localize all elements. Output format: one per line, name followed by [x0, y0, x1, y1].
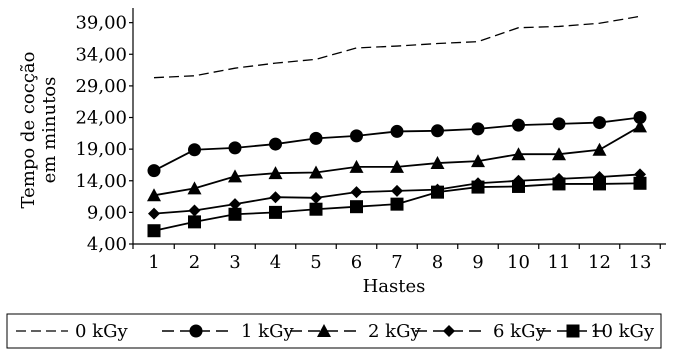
data-point [310, 191, 322, 204]
data-point [633, 176, 647, 190]
y-tick-label: 19,00 [75, 139, 127, 160]
data-point [228, 207, 242, 221]
legend-marker [189, 324, 203, 338]
series-0-kgy [153, 15, 641, 79]
data-point [593, 177, 606, 191]
data-point [349, 159, 364, 173]
y-tick-label: 14,00 [75, 171, 127, 192]
data-point [188, 204, 201, 217]
data-point [390, 124, 404, 138]
data-point [390, 197, 404, 211]
legend-label: 2 kGy [368, 321, 421, 342]
data-point [268, 166, 283, 180]
data-point [512, 118, 525, 132]
legend-item: 2 kGy [290, 321, 421, 342]
data-point [512, 179, 525, 193]
series-line [153, 15, 641, 79]
data-point [147, 188, 161, 202]
data-point [229, 198, 241, 211]
legend-label: 6 kGy [493, 321, 546, 342]
x-tick-label: 3 [229, 252, 240, 273]
x-tick-label: 2 [189, 252, 200, 273]
data-point [471, 180, 485, 194]
data-point [390, 159, 404, 173]
legend-label: 10 kGy [590, 321, 655, 342]
data-point [309, 131, 323, 145]
data-point [309, 202, 323, 216]
x-tick-label: 13 [629, 252, 652, 273]
y-tick-label: 4,00 [87, 234, 127, 255]
data-point [430, 156, 445, 170]
data-point [633, 111, 647, 125]
x-tick-label: 5 [310, 252, 321, 273]
data-point [552, 177, 566, 191]
legend-marker [443, 325, 455, 337]
data-point [269, 191, 282, 204]
legend-item: 6 kGy [415, 321, 546, 342]
data-point [431, 124, 444, 138]
x-axis-title: Hastes [363, 276, 426, 297]
series-10-kgy [147, 176, 647, 238]
x-tick-label: 1 [148, 252, 159, 273]
y-tick-label: 24,00 [75, 108, 127, 129]
y-tick-label: 9,00 [87, 202, 127, 223]
x-tick-label: 11 [548, 252, 571, 273]
legend-item: 0 kGy [16, 321, 128, 342]
legend-label: 0 kGy [75, 321, 128, 342]
series-2-kgy [147, 119, 647, 202]
y-tick-label: 34,00 [75, 44, 127, 65]
data-point [309, 165, 323, 179]
data-point [511, 147, 526, 161]
legend: 0 kGy 1 kGy 2 kGy 6 kGy 10 kGy [6, 313, 662, 349]
data-point [269, 205, 282, 219]
data-point [269, 137, 282, 151]
data-point [471, 122, 485, 136]
y-tick-label: 39,00 [75, 13, 127, 34]
legend-item: 1 kGy [162, 321, 294, 342]
y-axis-title-line1: Tempo de cocção [18, 52, 39, 209]
data-point [350, 186, 363, 199]
x-tick-label: 6 [351, 252, 362, 273]
x-tick-label: 8 [432, 252, 443, 273]
data-point [350, 200, 363, 214]
data-point [633, 119, 647, 133]
data-point [187, 181, 202, 195]
x-tick-label: 9 [472, 252, 483, 273]
series-6-kgy [148, 168, 646, 220]
data-point [147, 164, 161, 178]
data-point [188, 143, 201, 157]
data-point [471, 154, 485, 168]
data-point [593, 116, 606, 130]
legend-label: 1 kGy [241, 321, 294, 342]
x-tick-label: 10 [507, 252, 530, 273]
data-point [552, 117, 566, 131]
data-point [228, 141, 242, 155]
data-point [148, 207, 160, 220]
legend-marker [317, 324, 331, 337]
data-point [350, 129, 363, 143]
y-tick-label: 29,00 [75, 76, 127, 97]
data-point [188, 215, 201, 229]
legend-marker [566, 324, 580, 338]
x-tick-label: 7 [391, 252, 402, 273]
data-point [147, 224, 161, 238]
data-point [592, 142, 607, 156]
y-axis-title-line2: em minutos [39, 77, 60, 184]
data-point [391, 184, 403, 197]
x-tick-label: 4 [270, 252, 281, 273]
data-point [431, 185, 444, 199]
x-tick-label: 12 [588, 252, 611, 273]
data-point [228, 169, 242, 183]
series-group [147, 15, 647, 238]
series-1-kgy [147, 111, 647, 178]
data-point [552, 147, 566, 161]
legend-item: 10 kGy [539, 321, 655, 342]
axes [129, 8, 666, 249]
